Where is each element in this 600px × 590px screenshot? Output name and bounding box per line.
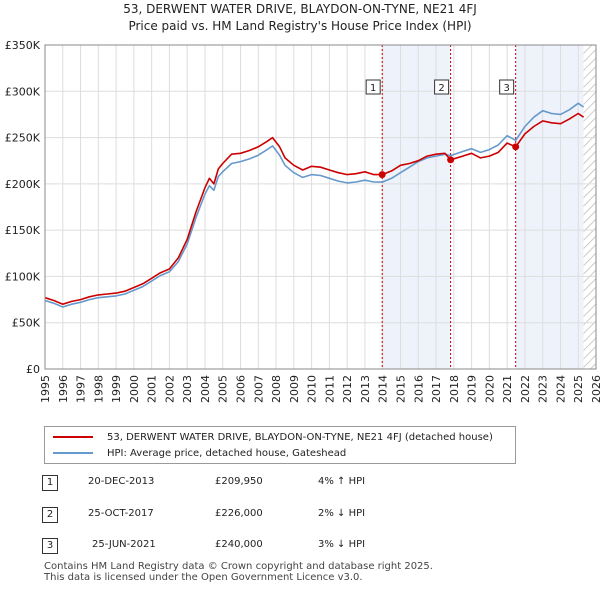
transaction-hpi: 2% ↓ HPI bbox=[318, 508, 366, 519]
x-tick-label: 2010 bbox=[306, 375, 319, 403]
x-tick-label: 2023 bbox=[537, 375, 550, 403]
sale-point bbox=[378, 171, 386, 179]
y-tick-label: £50K bbox=[12, 317, 41, 330]
sale-marker-box bbox=[499, 79, 515, 95]
x-tick-label: 2021 bbox=[501, 375, 514, 403]
x-tick-label: 2018 bbox=[448, 375, 461, 403]
y-tick-label: £150K bbox=[5, 224, 41, 237]
legend-label-hpi: HPI: Average price, detached house, Gate… bbox=[107, 447, 347, 459]
x-tick-label: 2022 bbox=[519, 375, 532, 403]
y-tick-label: £350K bbox=[5, 39, 41, 52]
x-tick-label: 2015 bbox=[394, 375, 407, 403]
transaction-number: 1 bbox=[42, 475, 58, 491]
x-tick-label: 2019 bbox=[466, 375, 479, 403]
legend-label-property: 53, DERWENT WATER DRIVE, BLAYDON-ON-TYNE… bbox=[107, 431, 493, 443]
forecast-hatch-region bbox=[583, 45, 596, 369]
y-tick-label: £100K bbox=[5, 270, 41, 283]
x-tick-label: 2007 bbox=[252, 375, 265, 403]
x-tick-label: 2001 bbox=[146, 375, 159, 403]
x-tick-label: 2013 bbox=[359, 375, 372, 403]
x-tick-label: 2012 bbox=[341, 375, 354, 403]
y-tick-label: £0 bbox=[26, 363, 40, 376]
transaction-hpi: 3% ↓ HPI bbox=[318, 539, 366, 550]
legend-swatch-red bbox=[53, 436, 93, 438]
sale-marker-label: 2 bbox=[438, 83, 444, 94]
ownership-period-shade bbox=[515, 45, 584, 369]
x-tick-label: 2005 bbox=[217, 375, 230, 403]
sale-point bbox=[447, 156, 455, 164]
x-tick-label: 2025 bbox=[572, 375, 585, 403]
plot-frame bbox=[44, 44, 597, 370]
chart-title-line1: 53, DERWENT WATER DRIVE, BLAYDON-ON-TYNE… bbox=[123, 2, 477, 16]
sale-marker-box bbox=[434, 79, 450, 95]
hpi-line bbox=[44, 102, 585, 308]
transaction-row: 3 25-JUN-2021 £240,000 3% ↓ HPI bbox=[42, 538, 462, 556]
x-tick-label: 2008 bbox=[270, 375, 283, 403]
transaction-row: 1 20-DEC-2013 £209,950 4% ↑ HPI bbox=[42, 475, 462, 493]
x-tick-label: 1998 bbox=[92, 375, 105, 403]
sale-point bbox=[512, 143, 520, 151]
x-tick-label: 2011 bbox=[323, 375, 336, 403]
y-tick-label: £300K bbox=[5, 85, 41, 98]
transaction-price: £226,000 bbox=[215, 508, 263, 519]
transaction-date: 25-JUN-2021 bbox=[92, 539, 156, 550]
y-tick-label: £200K bbox=[5, 178, 41, 191]
chart-legend: 53, DERWENT WATER DRIVE, BLAYDON-ON-TYNE… bbox=[44, 426, 516, 464]
x-tick-label: 1997 bbox=[75, 375, 88, 403]
x-tick-label: 2016 bbox=[412, 375, 425, 403]
x-tick-label: 2004 bbox=[199, 375, 212, 403]
x-tick-label: 2003 bbox=[181, 375, 194, 403]
transaction-row: 2 25-OCT-2017 £226,000 2% ↓ HPI bbox=[42, 507, 462, 525]
x-tick-label: 1995 bbox=[39, 375, 52, 403]
x-tick-label: 2024 bbox=[554, 375, 567, 403]
legend-swatch-blue bbox=[53, 452, 93, 454]
x-tick-label: 2014 bbox=[377, 375, 390, 403]
transaction-number: 3 bbox=[42, 538, 58, 554]
sale-marker-label: 1 bbox=[370, 83, 376, 94]
price-paid-line bbox=[44, 112, 585, 305]
x-tick-label: 2026 bbox=[590, 375, 600, 403]
sale-marker-box bbox=[365, 79, 381, 95]
x-tick-label: 2017 bbox=[430, 375, 443, 403]
x-tick-label: 2020 bbox=[483, 375, 496, 403]
transaction-hpi: 4% ↑ HPI bbox=[318, 476, 366, 487]
chart-title-line2: Price paid vs. HM Land Registry's House … bbox=[128, 19, 472, 33]
transaction-number: 2 bbox=[42, 507, 58, 523]
transaction-date: 25-OCT-2017 bbox=[88, 508, 154, 519]
x-tick-label: 2000 bbox=[128, 375, 141, 403]
footer-attribution: Contains HM Land Registry data © Crown c… bbox=[44, 561, 433, 583]
legend-item-property: 53, DERWENT WATER DRIVE, BLAYDON-ON-TYNE… bbox=[53, 429, 493, 445]
x-tick-label: 2009 bbox=[288, 375, 301, 403]
transaction-price: £209,950 bbox=[215, 476, 263, 487]
footer-licence: This data is licensed under the Open Gov… bbox=[44, 572, 363, 583]
price-chart: 1 2 3 £0 £50K £100K £150K £200K £250K £300K £350K… bbox=[5, 39, 600, 403]
x-tick-label: 1996 bbox=[57, 375, 70, 403]
transaction-date: 20-DEC-2013 bbox=[88, 476, 155, 487]
x-tick-label: 2002 bbox=[163, 375, 176, 403]
transaction-price: £240,000 bbox=[215, 539, 263, 550]
footer-copyright: Contains HM Land Registry data © Crown c… bbox=[44, 561, 433, 572]
legend-item-hpi: HPI: Average price, detached house, Gate… bbox=[53, 445, 346, 461]
sale-marker-label: 3 bbox=[503, 83, 509, 94]
x-tick-label: 2006 bbox=[235, 375, 248, 403]
x-tick-label: 1999 bbox=[110, 375, 123, 403]
ownership-period-shade bbox=[382, 45, 451, 369]
y-tick-label: £250K bbox=[5, 132, 41, 145]
